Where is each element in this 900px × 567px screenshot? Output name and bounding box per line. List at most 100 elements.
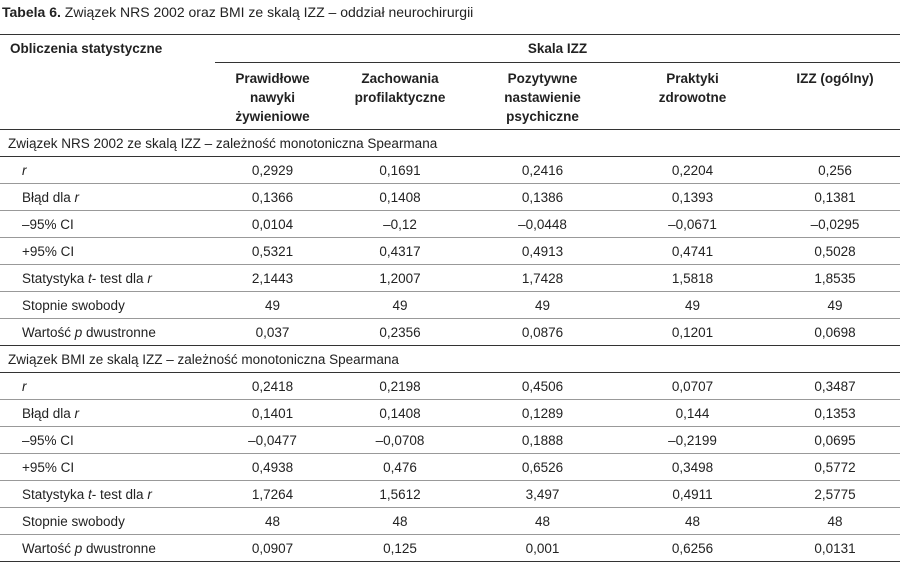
table-row: Statystyka t- test dla r 2,1443 1,2007 1,74… [0,264,900,292]
cell-value: 1,7428 [470,264,615,292]
section-header-row: Związek NRS 2002 ze skalą IZZ – zależnoś… [0,130,900,157]
cell-value: 0,6256 [615,534,770,562]
cell-value: 0,2929 [215,156,330,184]
row-label-part: p [74,324,83,340]
section-header-row: Związek BMI ze skalą IZZ – zależność mon… [0,346,900,373]
cell-value: 0,4317 [330,237,470,265]
cell-value: 3,497 [470,480,615,508]
cell-value: 48 [770,507,900,535]
row-label: r [0,372,215,400]
table-row: –95% CI –0,0477 –0,0708 0,1888 –0,2199 0,0695 [0,426,900,454]
row-label: Stopnie swobody [0,507,215,535]
cell-value: 0,0707 [615,372,770,400]
cell-value: 0,5321 [215,237,330,265]
cell-value: 0,4913 [470,237,615,265]
cell-value: 0,1289 [470,399,615,427]
results-table: Obliczenia statystyczne Skala IZZ Prawid… [0,34,900,562]
section-title: Związek NRS 2002 ze skalą IZZ – zależnoś… [8,135,438,151]
cell-value: 1,2007 [330,264,470,292]
cell-value: 0,0876 [470,318,615,346]
column-header-line: nastawienie [504,90,581,105]
cell-value: 0,1353 [770,399,900,427]
cell-value: 2,1443 [215,264,330,292]
cell-value: 0,2198 [330,372,470,400]
cell-value: 48 [215,507,330,535]
table-row: Stopnie swobody 49 49 49 49 49 [0,291,900,319]
cell-value: 0,1366 [215,183,330,211]
row-label-part: –95% CI [22,216,74,232]
table-row: Błąd dla r 0,1366 0,1408 0,1386 0,1393 0,1381 [0,183,900,211]
row-label-part: - test dla [91,270,148,286]
cell-value: 0,4938 [215,453,330,481]
cell-value: 0,4506 [470,372,615,400]
row-label-part: dwustronne [82,540,156,556]
cell-value: 0,256 [770,156,900,184]
cell-value: 0,1401 [215,399,330,427]
cell-value: 0,1408 [330,399,470,427]
row-label-part: Błąd dla [22,405,75,421]
cell-value: 0,0104 [215,210,330,238]
row-label-part: +95% CI [22,243,75,259]
cell-value: 0,001 [470,534,615,562]
column-header-line: Praktyki [666,71,719,86]
cell-value: 0,1393 [615,183,770,211]
row-label: Błąd dla r [0,183,215,211]
column-header-line: Zachowania [361,71,439,86]
row-label: Stopnie swobody [0,291,215,319]
table-row: r 0,2929 0,1691 0,2416 0,2204 0,256 [0,156,900,184]
row-label: Statystyka t- test dla r [0,264,215,292]
cell-value: 1,8535 [770,264,900,292]
cell-value: 0,1408 [330,183,470,211]
row-label: +95% CI [0,237,215,265]
cell-value: 0,0698 [770,318,900,346]
row-label-part: t [88,270,92,286]
group-header: Skala IZZ [215,34,900,63]
section-title: Związek BMI ze skalą IZZ – zależność mon… [8,351,399,367]
row-label-part: t [88,486,92,502]
row-label-part: dwustronne [82,324,156,340]
cell-value: 0,1201 [615,318,770,346]
cell-value: 48 [330,507,470,535]
row-label-part: r [147,270,152,286]
table-row: –95% CI 0,0104 –0,12 –0,0448 –0,0671 –0,0295 [0,210,900,238]
column-header: Praktyki zdrowotne [615,62,770,130]
column-header-line: zdrowotne [658,90,727,105]
cell-value: 0,5028 [770,237,900,265]
table-caption: Tabela 6. Związek NRS 2002 oraz BMI ze s… [2,4,473,20]
cell-value: 49 [215,291,330,319]
row-label: r [0,156,215,184]
row-label-part: - test dla [91,486,148,502]
table-row: +95% CI 0,5321 0,4317 0,4913 0,4741 0,5028 [0,237,900,265]
cell-value: 0,476 [330,453,470,481]
row-header: Obliczenia statystyczne [0,34,215,63]
cell-value: –0,0295 [770,210,900,238]
row-label-part: Stopnie swobody [22,297,125,313]
cell-value: –0,0477 [215,426,330,454]
table-row: Wartość p dwustronne 0,037 0,2356 0,0876 0,1… [0,318,900,346]
cell-value: 49 [330,291,470,319]
cell-value: 0,2204 [615,156,770,184]
cell-value: –0,2199 [615,426,770,454]
row-label: Błąd dla r [0,399,215,427]
cell-value: 49 [470,291,615,319]
cell-value: 0,4911 [615,480,770,508]
cell-value: 0,5772 [770,453,900,481]
cell-value: 0,0907 [215,534,330,562]
table-row: +95% CI 0,4938 0,476 0,6526 0,3498 0,5772 [0,453,900,481]
cell-value: 0,1386 [470,183,615,211]
cell-value: –0,12 [330,210,470,238]
row-label-part: r [22,378,27,394]
row-label: +95% CI [0,453,215,481]
row-label-part: Statystyka [22,270,89,286]
caption-text: Związek NRS 2002 oraz BMI ze skalą IZZ –… [64,4,474,20]
row-label-part: +95% CI [22,459,75,475]
table-row: Statystyka t- test dla r 1,7264 1,5612 3,49… [0,480,900,508]
row-label-part: Wartość [22,540,75,556]
row-label: –95% CI [0,210,215,238]
cell-value: 0,1888 [470,426,615,454]
table-row: Błąd dla r 0,1401 0,1408 0,1289 0,144 0,1353 [0,399,900,427]
column-header-line: nawyki [249,90,296,105]
row-label-part: r [74,189,80,205]
cell-value: –0,0448 [470,210,615,238]
row-label-part: –95% CI [22,432,74,448]
